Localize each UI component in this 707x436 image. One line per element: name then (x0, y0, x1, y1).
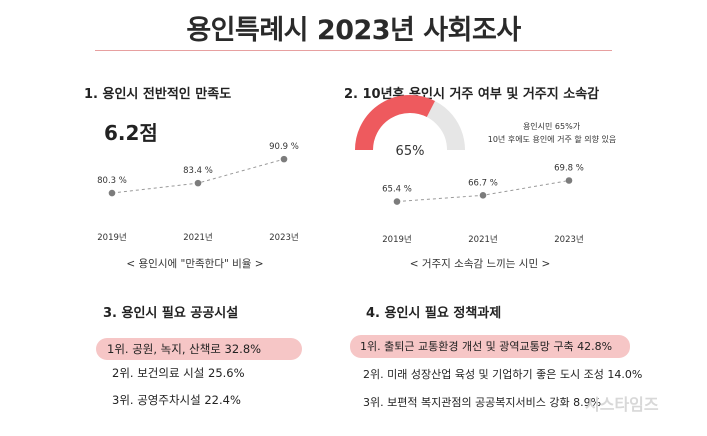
facility-rank-1: 1위. 공원, 녹지, 산책로 32.8% (96, 338, 302, 360)
title-divider (95, 50, 612, 51)
chart2-point-3 (565, 177, 573, 184)
gauge-note-line1: 용인시민 65%가 (522, 122, 581, 131)
chart2-value-label-1: 65.4 % (382, 185, 412, 195)
chart2-value-label-2: 66.7 % (468, 178, 498, 188)
chart2-caption: < 거주지 소속감 느끼는 시민 > (409, 258, 551, 270)
chart1-point-1 (108, 189, 116, 197)
policy-rank-3: 3위. 보편적 복지관점의 공공복지서비스 강화 8.9% (363, 396, 602, 409)
section3-heading: 3. 용인시 필요 공공시설 (103, 306, 239, 321)
chart1-tick-label-3: 2023년 (269, 232, 298, 243)
chart1-value-label-1: 80.3 % (97, 176, 127, 186)
gauge-fill (355, 94, 435, 151)
facility-rank-2: 2위. 보건의료 시설 25.6% (112, 366, 245, 380)
gauge-note-line2: 10년 후에도 용인에 거주 할 의향 있음 (487, 135, 617, 144)
page-title: 용인특례시 2023년 사회조사 (186, 15, 521, 46)
watermark: 시스타임즈 (585, 395, 659, 414)
chart1-line-group: 80.3 % 2019년 83.4 % 2021년 90.9 % 2023년 (97, 142, 299, 243)
chart2-point-1 (393, 198, 401, 205)
gauge-value: 65% (396, 144, 425, 159)
chart2-tick-label-2: 2021년 (468, 234, 497, 245)
chart1-tick-label-1: 2019년 (97, 232, 126, 243)
policy-rank-2: 2위. 미래 성장산업 육성 및 기업하기 좋은 도시 조성 14.0% (363, 368, 643, 381)
chart1-tick-label-2: 2021년 (183, 232, 212, 243)
chart1-point-2 (194, 179, 202, 187)
chart2-value-label-3: 69.8 % (554, 164, 584, 174)
section1-heading: 1. 용인시 전반적인 만족도 (84, 87, 232, 102)
chart1-caption: < 용인시에 "만족한다" 비율 > (126, 258, 264, 270)
chart1-point-3 (280, 155, 288, 163)
policy-rank-1: 1위. 출퇴근 교통환경 개선 및 광역교통망 구축 42.8% (350, 335, 630, 358)
chart2-tick-label-3: 2023년 (554, 234, 583, 245)
chart1-value-label-2: 83.4 % (183, 166, 213, 176)
chart2-point-2 (479, 192, 487, 199)
chart1-value-label-3: 90.9 % (269, 142, 299, 152)
section4-heading: 4. 용인시 필요 정책과제 (366, 306, 502, 321)
chart2-tick-label-1: 2019년 (382, 234, 411, 245)
chart2-line-group: 65.4 % 2019년 66.7 % 2021년 69.8 % 2023년 (382, 164, 584, 245)
facility-rank-3: 3위. 공영주차시설 22.4% (112, 393, 241, 407)
satisfaction-score: 6.2점 (104, 121, 158, 145)
